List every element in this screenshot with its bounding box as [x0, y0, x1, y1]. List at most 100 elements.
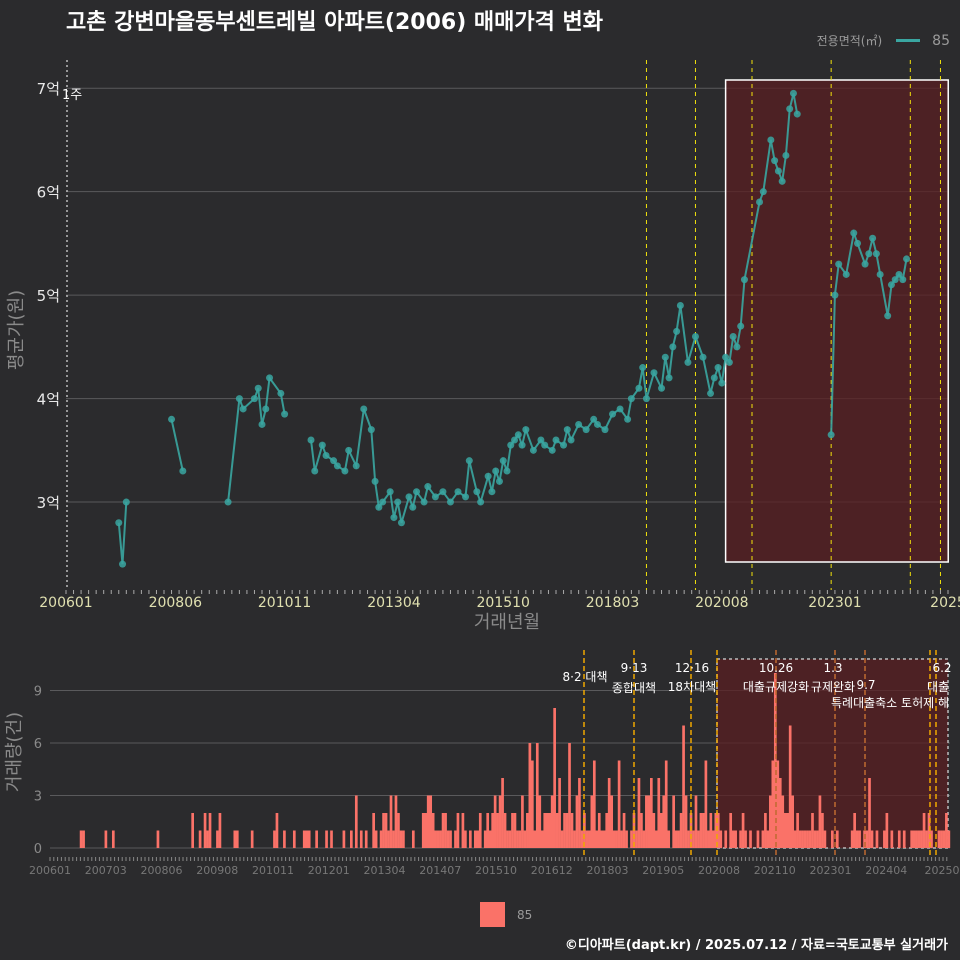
volume-bar — [803, 830, 807, 848]
policy-annotation: 10.26 — [759, 661, 793, 675]
price-point — [560, 441, 568, 449]
volume-bar — [342, 830, 346, 848]
price-point — [341, 467, 349, 475]
volume-bar — [714, 813, 718, 848]
volume-bar — [191, 813, 195, 848]
volume-bar — [808, 830, 812, 848]
price-point — [642, 395, 650, 403]
price-point — [333, 462, 341, 470]
price-point — [179, 467, 187, 475]
volume-bar — [664, 760, 668, 848]
volume-bar — [545, 813, 549, 848]
volume-bar — [578, 778, 581, 848]
volume-bar — [917, 830, 921, 848]
volume-bar — [719, 830, 723, 848]
price-point — [318, 441, 326, 449]
price-point — [122, 498, 130, 506]
y-axis-title: 평균가(원) — [6, 290, 27, 370]
week-label: 1주 — [62, 88, 82, 103]
y-tick-label: 5억 — [37, 287, 60, 305]
volume-bar — [793, 830, 797, 848]
volume-bar — [853, 813, 856, 848]
price-point — [254, 384, 262, 392]
volume-bar — [625, 830, 628, 848]
volume-bar — [580, 830, 584, 848]
price-point — [609, 410, 617, 418]
volume-bar — [558, 778, 561, 848]
price-point — [522, 426, 530, 434]
volume-bar — [816, 830, 819, 848]
price-point — [869, 234, 877, 242]
price-point — [266, 374, 274, 382]
volume-bar — [563, 813, 566, 848]
price-point — [699, 353, 707, 361]
volume-bar — [597, 813, 601, 848]
volume-bar — [699, 813, 703, 848]
volume-bar — [821, 813, 824, 848]
price-point — [582, 426, 590, 434]
volume-bar — [302, 830, 306, 848]
price-point — [842, 270, 850, 278]
price-point — [239, 405, 247, 413]
volume-bar — [734, 830, 737, 848]
bar-x-tick-label: 200908 — [196, 864, 238, 877]
volume-bar — [764, 813, 767, 848]
volume-bar — [781, 795, 785, 848]
price-point — [756, 198, 764, 206]
price-point — [684, 358, 692, 366]
volume-bar — [387, 830, 390, 848]
volume-bar — [850, 830, 854, 848]
volume-bar — [682, 725, 685, 848]
volume-bar — [476, 830, 480, 848]
price-point — [661, 353, 669, 361]
volume-bar — [464, 830, 467, 848]
price-point — [375, 503, 383, 511]
bar-x-tick-label: 200806 — [141, 864, 183, 877]
volume-bar — [325, 830, 328, 848]
volume-bar — [250, 830, 254, 848]
bar-x-tick-label: 202404 — [865, 864, 907, 877]
bar-x-tick-label: 202110 — [754, 864, 796, 877]
volume-bar — [731, 830, 735, 848]
volume-bar — [766, 830, 770, 848]
price-point — [330, 457, 338, 465]
price-point — [484, 472, 492, 480]
volume-bar — [483, 830, 487, 848]
volume-bar — [798, 830, 802, 848]
price-point — [405, 493, 413, 501]
volume-bar — [429, 795, 433, 848]
price-point — [454, 488, 462, 496]
price-point — [627, 395, 635, 403]
bar-y-axis-title: 거래량(건) — [4, 712, 25, 792]
volume-bar — [498, 795, 502, 848]
volume-bar — [830, 830, 834, 848]
volume-bar — [364, 830, 368, 848]
volume-bar — [771, 760, 775, 848]
volume-bar — [411, 830, 415, 848]
volume-bar — [940, 830, 943, 848]
volume-bar — [441, 813, 445, 848]
price-point — [778, 177, 786, 185]
volume-bar — [749, 830, 752, 848]
price-point — [311, 467, 319, 475]
price-point — [740, 276, 748, 284]
volume-bar — [359, 830, 363, 848]
price-point — [891, 276, 899, 284]
volume-bar — [208, 813, 212, 848]
volume-bar — [292, 830, 296, 848]
volume-bar — [620, 830, 623, 848]
volume-bar — [540, 830, 544, 848]
bar-legend-swatch — [480, 902, 505, 927]
volume-bar — [79, 830, 83, 848]
volume-bar — [526, 813, 529, 848]
price-point — [725, 358, 733, 366]
volume-bar — [650, 778, 653, 848]
volume-bar — [677, 830, 680, 848]
highlight-region — [724, 79, 949, 563]
volume-bar — [858, 830, 861, 848]
price-point — [446, 498, 454, 506]
price-point — [250, 395, 258, 403]
y-tick-label: 3억 — [37, 494, 60, 512]
price-point — [887, 281, 895, 289]
legend-value: 85 — [932, 32, 950, 49]
